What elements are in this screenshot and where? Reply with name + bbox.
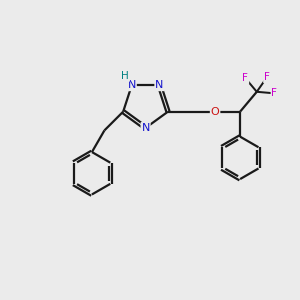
Text: O: O (211, 106, 220, 117)
Text: H: H (122, 71, 129, 81)
Text: N: N (155, 80, 164, 90)
Text: N: N (141, 123, 150, 133)
Text: F: F (272, 88, 277, 98)
Text: N: N (128, 80, 136, 90)
Text: F: F (242, 73, 248, 83)
Text: F: F (264, 72, 270, 82)
